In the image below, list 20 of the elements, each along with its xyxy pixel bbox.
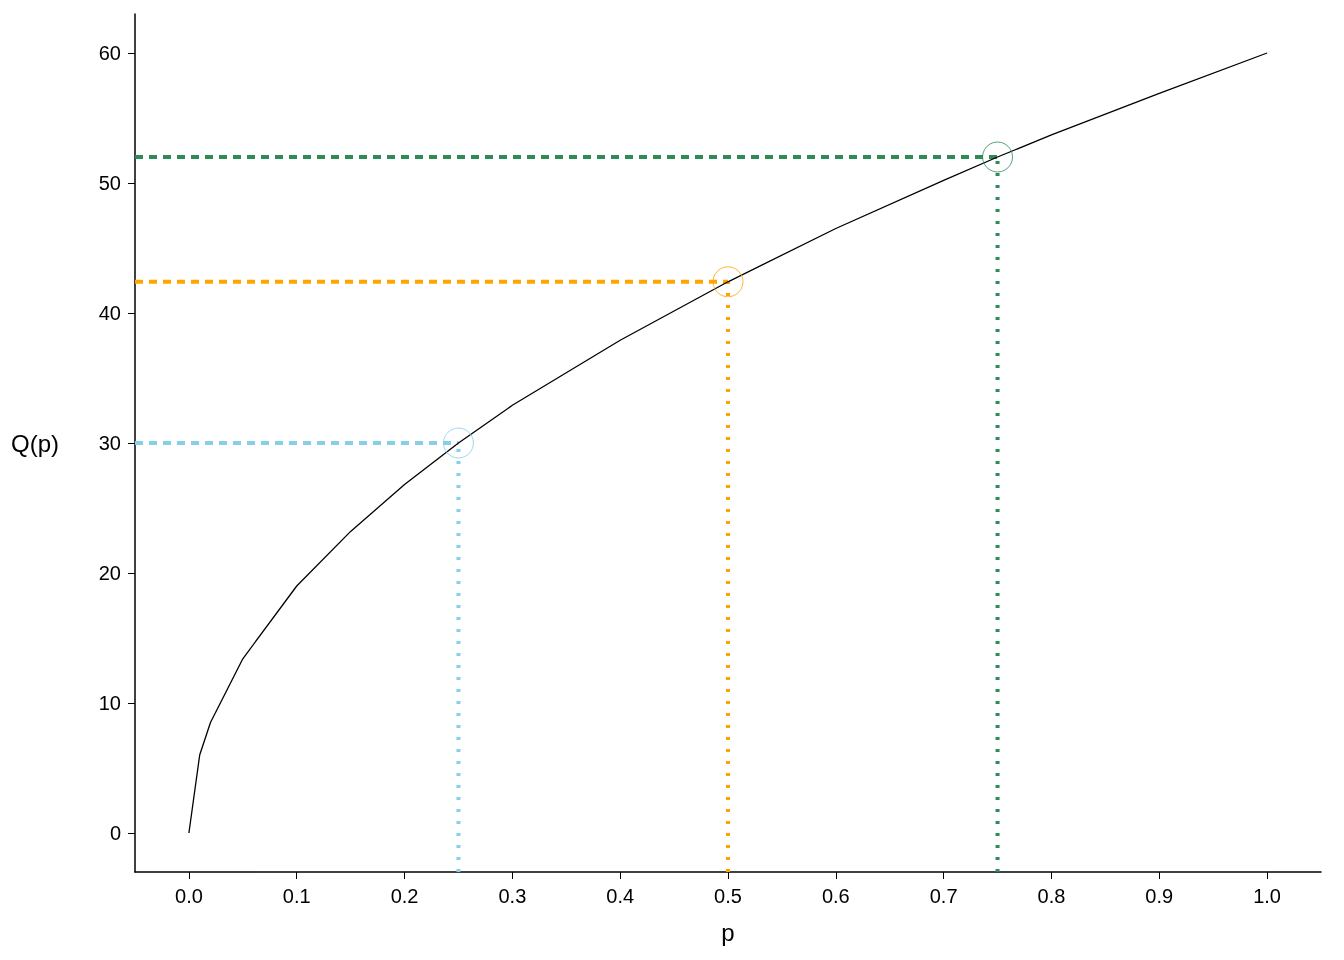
- x-tick-label: 0.6: [821, 885, 850, 907]
- x-tick-label: 0.5: [714, 885, 742, 907]
- x-tick-label: 0.4: [606, 885, 635, 907]
- x-tick-label: 0.3: [498, 885, 527, 907]
- x-tick-label: 0.2: [390, 885, 419, 907]
- y-tick-label: 40: [98, 302, 121, 324]
- x-tick-label: 0.1: [282, 885, 311, 907]
- y-tick-label: 20: [98, 562, 121, 584]
- x-tick-label: 0.9: [1145, 885, 1174, 907]
- x-tick-label: 0.8: [1037, 885, 1066, 907]
- x-tick-label: 1.0: [1253, 885, 1281, 907]
- y-tick-label: 30: [98, 432, 121, 454]
- y-tick-label: 60: [98, 42, 121, 64]
- y-axis-title: Q(p): [11, 429, 59, 457]
- y-tick-label: 10: [98, 692, 121, 714]
- x-tick-label: 0.7: [929, 885, 958, 907]
- y-tick-label: 0: [109, 822, 121, 844]
- x-tick-label: 0.0: [175, 885, 203, 907]
- x-axis-title: p: [721, 918, 735, 946]
- y-tick-label: 50: [98, 172, 121, 194]
